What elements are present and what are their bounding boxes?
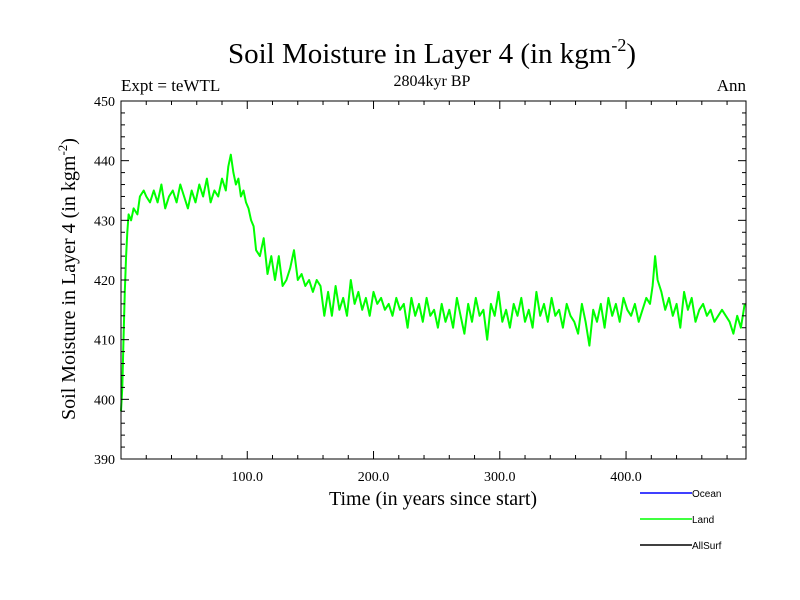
y-tick-label: 390 [94,453,115,468]
y-tick-label: 420 [94,274,115,289]
chart-title: Soil Moisture in Layer 4 (in kgm-2) [228,35,636,70]
y-axis-label: Soil Moisture in Layer 4 (in kgm-2) [55,138,80,420]
chart-subtitle: 2804kyr BP [394,73,471,90]
chart-title-tail: ) [626,38,636,70]
legend-label-allsurf: AllSurf [692,541,722,552]
y-axis-label-tail: ) [58,138,80,145]
chart-title-sup: -2 [611,35,626,55]
legend: Ocean Land AllSurf [640,489,722,552]
x-tick-label: 100.0 [232,470,264,485]
x-tick-label: 400.0 [610,470,642,485]
y-tick-label: 440 [94,155,115,170]
series-line-land [120,153,746,412]
ticks-layer: 390 400 410 420 430 440 450 100.0 200.0 300.0 400.… [94,95,746,485]
x-tick-label: 300.0 [484,470,516,485]
y-axis-label-sup: -2 [55,145,70,156]
legend-label-land: Land [692,515,714,526]
season-label: Ann [717,76,747,95]
chart-title-main: Soil Moisture in Layer 4 (in kgm [228,38,612,70]
legend-label-ocean: Ocean [692,489,721,500]
x-tick-label: 200.0 [358,470,390,485]
experiment-label: Expt = teWTL [121,76,220,95]
y-tick-label: 450 [94,95,115,110]
y-axis-label-main: Soil Moisture in Layer 4 (in kgm [58,155,80,420]
series-layer [120,153,746,412]
plot-area: 390 400 410 420 430 440 450 100.0 200.0 300.0 400.… [94,95,747,485]
y-tick-label: 430 [94,214,115,229]
y-tick-label: 410 [94,334,115,349]
x-axis-label: Time (in years since start) [329,488,537,510]
y-tick-label: 400 [94,393,115,408]
